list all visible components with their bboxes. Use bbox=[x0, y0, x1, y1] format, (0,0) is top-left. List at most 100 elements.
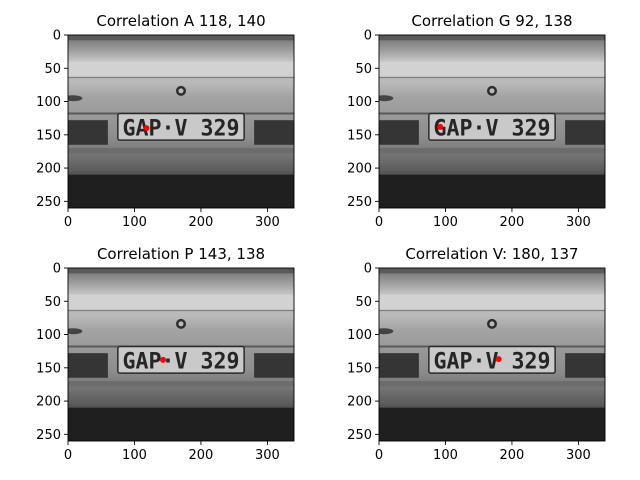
axes-frame bbox=[378, 34, 606, 209]
x-tick-label: 200 bbox=[500, 215, 525, 230]
x-tick-label: 300 bbox=[566, 448, 591, 463]
x-tick-label: 100 bbox=[433, 215, 458, 230]
correlation-panel: Correlation A 118, 140 GAP·V 329 0 100 200 30… bbox=[36, 12, 295, 230]
y-tick-label: 50 bbox=[355, 62, 372, 77]
correlation-panel: Correlation V: 180, 137 GAP·V 329 0 100 200 3… bbox=[347, 245, 606, 463]
y-tick-label: 150 bbox=[36, 361, 61, 376]
rear-window bbox=[68, 268, 294, 274]
badge bbox=[379, 328, 394, 335]
y-tick-label: 0 bbox=[53, 262, 61, 277]
rear-window bbox=[379, 35, 605, 41]
x-tick-label: 100 bbox=[122, 448, 147, 463]
left-lamp bbox=[68, 120, 108, 145]
y-tick-label: 100 bbox=[36, 328, 61, 343]
license-plate bbox=[117, 345, 245, 374]
road-shadow bbox=[379, 407, 605, 441]
y-tick-label: 200 bbox=[347, 395, 372, 410]
plate-text: GAP·V 329 bbox=[123, 116, 240, 141]
badge bbox=[68, 95, 83, 102]
correlation-panel: Correlation P 143, 138 GAP·V 329 0 100 200 30… bbox=[36, 245, 295, 463]
badge bbox=[68, 328, 83, 335]
keyhole-center bbox=[178, 88, 184, 94]
y-tick-label: 250 bbox=[347, 428, 372, 443]
lower-bumper bbox=[379, 381, 605, 387]
plate-text: GAP·V 329 bbox=[123, 349, 240, 374]
left-lamp bbox=[68, 353, 108, 378]
road-shadow bbox=[379, 174, 605, 208]
plate-text: GAP·V 329 bbox=[434, 116, 551, 141]
lower-bumper bbox=[68, 148, 294, 154]
y-tick-label: 200 bbox=[36, 162, 61, 177]
y-tick-label: 100 bbox=[36, 95, 61, 110]
correlation-marker bbox=[143, 125, 150, 132]
axes-frame bbox=[67, 267, 295, 442]
lower-bumper bbox=[379, 148, 605, 154]
keyhole-center bbox=[178, 321, 184, 327]
panel-title: Correlation P 143, 138 bbox=[97, 245, 265, 263]
y-tick-label: 150 bbox=[347, 128, 372, 143]
y-tick-label: 100 bbox=[347, 95, 372, 110]
right-lamp bbox=[565, 120, 605, 145]
x-tick-label: 100 bbox=[433, 448, 458, 463]
road-shadow bbox=[68, 174, 294, 208]
trunk-lid bbox=[68, 294, 294, 310]
y-tick-label: 0 bbox=[364, 262, 372, 277]
x-tick-label: 300 bbox=[566, 215, 591, 230]
license-plate bbox=[428, 345, 556, 374]
y-tick-label: 250 bbox=[36, 195, 61, 210]
plate-text: GAP·V 329 bbox=[434, 349, 551, 374]
trunk-lid bbox=[68, 61, 294, 77]
badge bbox=[379, 95, 394, 102]
right-lamp bbox=[565, 353, 605, 378]
axes-frame bbox=[378, 267, 606, 442]
rear-window bbox=[68, 35, 294, 41]
x-tick-label: 300 bbox=[255, 215, 280, 230]
panel-title: Correlation A 118, 140 bbox=[96, 12, 265, 30]
car-rear-image: GAP·V 329 bbox=[379, 35, 605, 208]
correlation-panel: Correlation G 92, 138 GAP·V 329 0 100 200 300… bbox=[347, 12, 606, 230]
lower-bumper bbox=[68, 381, 294, 387]
x-tick-label: 0 bbox=[64, 215, 72, 230]
y-tick-label: 50 bbox=[355, 295, 372, 310]
x-tick-label: 0 bbox=[375, 448, 383, 463]
license-plate bbox=[428, 112, 556, 141]
y-tick-label: 250 bbox=[347, 195, 372, 210]
x-tick-label: 0 bbox=[64, 448, 72, 463]
trunk-lid bbox=[379, 294, 605, 310]
y-tick-label: 0 bbox=[364, 29, 372, 44]
keyhole-center bbox=[489, 321, 495, 327]
car-rear-image: GAP·V 329 bbox=[68, 268, 294, 441]
y-tick-label: 150 bbox=[36, 128, 61, 143]
x-tick-label: 100 bbox=[122, 215, 147, 230]
x-tick-label: 200 bbox=[500, 448, 525, 463]
y-tick-label: 50 bbox=[44, 295, 61, 310]
correlation-marker bbox=[160, 356, 167, 363]
left-lamp bbox=[379, 353, 419, 378]
x-tick-label: 200 bbox=[189, 448, 214, 463]
axes-frame bbox=[67, 34, 295, 209]
left-lamp bbox=[379, 120, 419, 145]
rear-window bbox=[379, 268, 605, 274]
license-plate bbox=[117, 112, 245, 141]
y-tick-label: 50 bbox=[44, 62, 61, 77]
correlation-marker bbox=[437, 123, 444, 130]
right-lamp bbox=[254, 120, 294, 145]
y-tick-label: 150 bbox=[347, 361, 372, 376]
car-rear-image: GAP·V 329 bbox=[379, 268, 605, 441]
keyhole-center bbox=[489, 88, 495, 94]
y-tick-label: 200 bbox=[36, 395, 61, 410]
panel-title: Correlation V: 180, 137 bbox=[405, 245, 578, 263]
right-lamp bbox=[254, 353, 294, 378]
correlation-marker bbox=[495, 356, 502, 363]
x-tick-label: 300 bbox=[255, 448, 280, 463]
car-rear-image: GAP·V 329 bbox=[68, 35, 294, 208]
road-shadow bbox=[68, 407, 294, 441]
panel-title: Correlation G 92, 138 bbox=[411, 12, 572, 30]
x-tick-label: 0 bbox=[375, 215, 383, 230]
y-tick-label: 0 bbox=[53, 29, 61, 44]
y-tick-label: 250 bbox=[36, 428, 61, 443]
x-tick-label: 200 bbox=[189, 215, 214, 230]
trunk-lid bbox=[379, 61, 605, 77]
y-tick-label: 200 bbox=[347, 162, 372, 177]
